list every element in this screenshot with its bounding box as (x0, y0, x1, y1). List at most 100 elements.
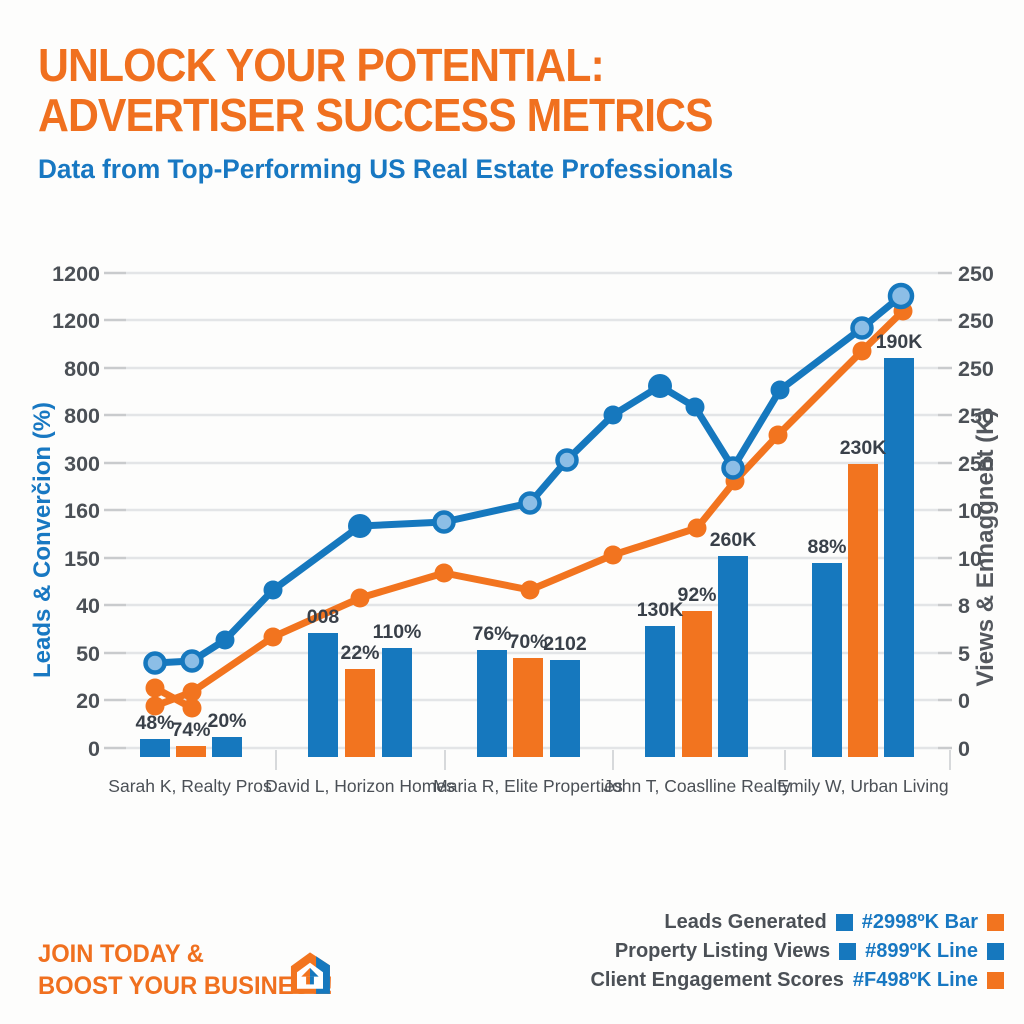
line-marker (685, 397, 705, 417)
bar-leads-generated (140, 739, 170, 757)
x-axis-category-label: Sarah K, Realty Pros (108, 776, 272, 796)
line-marker (852, 341, 872, 361)
bar-value-label: 008 (307, 606, 340, 628)
left-axis-tick-label: 150 (64, 547, 100, 571)
left-axis-title: Leads & Converčion (%) (29, 402, 56, 678)
right-axis-tick-label: 10 (958, 547, 982, 571)
house-icon-arrow-stem-left (306, 976, 310, 985)
right-axis-tick-label: 10 (958, 499, 982, 523)
right-axis-tick-label: 0 (958, 689, 970, 713)
bar-value-label: 88% (807, 536, 846, 558)
legend-swatch-orange-icon (987, 913, 1004, 931)
right-axis-tick-label: 250 (958, 357, 994, 381)
bar-leads-generated (382, 648, 412, 757)
title-line1: UNLOCK YOUR POTENTIAL: (38, 39, 605, 91)
left-axis-tick-label: 1200 (52, 309, 100, 333)
line-marker (887, 282, 915, 310)
left-axis-tick-label: 50 (76, 642, 100, 666)
line-marker (432, 510, 456, 534)
cta-line2: BOOST YOUR BUSINESS! (38, 972, 334, 1000)
left-axis-tick-label: 160 (64, 499, 100, 523)
right-axis-tick-label: 8 (958, 594, 970, 618)
line-marker (603, 405, 623, 425)
page-title: UNLOCK YOUR POTENTIAL: ADVERTISER SUCCES… (38, 39, 714, 141)
bar-value-label: 70% (508, 631, 547, 653)
legend-label: Leads Generated (664, 910, 827, 933)
line-marker (180, 649, 204, 673)
bar-leads-generated (718, 556, 748, 757)
bar-leads-generated (884, 358, 914, 757)
left-axis-tick-label: 300 (64, 452, 100, 476)
line-marker (520, 580, 540, 600)
legend-row-leads: Leads Generated #2998ºK Bar (590, 910, 1004, 934)
left-axis-tick-label: 800 (64, 357, 100, 381)
legend-label: Property Listing Views (614, 939, 831, 962)
bar-leads-generated (645, 626, 675, 757)
line-marker (648, 374, 672, 398)
line-marker (770, 380, 790, 400)
line-marker (721, 456, 745, 480)
bar-leads-generated (550, 660, 580, 757)
right-axis-tick-label: 250 (958, 452, 994, 476)
bar-value-label: 20% (207, 710, 246, 732)
legend-value: #F498ºK Line (852, 968, 978, 991)
legend-value: #2998ºK Bar (861, 910, 978, 933)
line-marker (182, 682, 202, 702)
x-axis-category-label: Maria R, Elite Properties (433, 776, 623, 796)
left-axis-tick-label: 0 (88, 737, 100, 761)
left-axis-tick-label: 40 (76, 594, 100, 618)
right-axis-title: Views & Ennaggnent (K) (972, 410, 999, 687)
right-axis-tick-label: 250 (958, 262, 994, 286)
x-axis-category-label: John T, Coaslline Realty (603, 776, 791, 796)
bar-leads-generated (477, 650, 507, 757)
house-logo-icon (290, 952, 330, 994)
bar-leads-generated (308, 633, 338, 757)
legend-swatch-orange-icon (987, 971, 1004, 989)
legend-value: #899ºK Line (865, 939, 978, 962)
bar-value-label: 130K (637, 599, 684, 621)
line-marker (145, 678, 165, 698)
right-axis-tick-label: 5 (958, 642, 970, 666)
legend-row-views: Property Listing Views #899ºK Line (590, 939, 1004, 963)
line-marker (263, 627, 283, 647)
bar-leads-generated (345, 669, 375, 757)
bar-value-label: 74% (171, 719, 210, 741)
line-marker (145, 696, 165, 716)
right-axis-tick-label: 250 (958, 309, 994, 333)
line-marker (263, 580, 283, 600)
bar-value-label: 76% (472, 623, 511, 645)
page-subtitle: Data from Top-Performing US Real Estate … (38, 154, 734, 184)
cta-text: JOIN TODAY & BOOST YOUR BUSINESS! (38, 938, 333, 1002)
x-axis-category-label: David L, Horizon Homes (265, 776, 455, 796)
bar-value-label: 190K (876, 331, 923, 353)
line-marker (350, 588, 370, 608)
title-line2: ADVERTISER SUCCESS METRICS (38, 89, 714, 141)
legend-label: Client Engagement Scores (590, 968, 844, 991)
bar-leads-generated (848, 464, 878, 757)
line-marker (850, 316, 874, 340)
line-marker (215, 630, 235, 650)
line-marker (603, 545, 623, 565)
cta-line1: JOIN TODAY & (38, 940, 204, 968)
line-marker (434, 563, 454, 583)
bar-value-label: 230K (840, 437, 887, 459)
line-marker (182, 698, 202, 718)
bar-value-label: 2102 (543, 633, 587, 655)
left-axis-tick-label: 20 (76, 689, 100, 713)
bar-leads-generated (513, 658, 543, 757)
chart-legend: Leads Generated #2998ºK Bar Property Lis… (590, 910, 1004, 997)
line-property-listing-views (151, 292, 905, 667)
line-marker (768, 425, 788, 445)
bar-leads-generated (212, 737, 242, 757)
line-marker (555, 448, 579, 472)
bar-value-label: 110% (373, 621, 422, 643)
line-marker (518, 491, 542, 515)
legend-swatch-blue-icon (987, 942, 1004, 960)
bar-leads-generated (682, 611, 712, 757)
line-client-engagement-scores (151, 307, 907, 710)
line-marker (348, 514, 372, 538)
x-axis-category-label: Emily W, Urban Living (777, 776, 948, 796)
bar-leads-generated (812, 563, 842, 757)
legend-row-engagement: Client Engagement Scores #F498ºK Line (590, 968, 1004, 992)
